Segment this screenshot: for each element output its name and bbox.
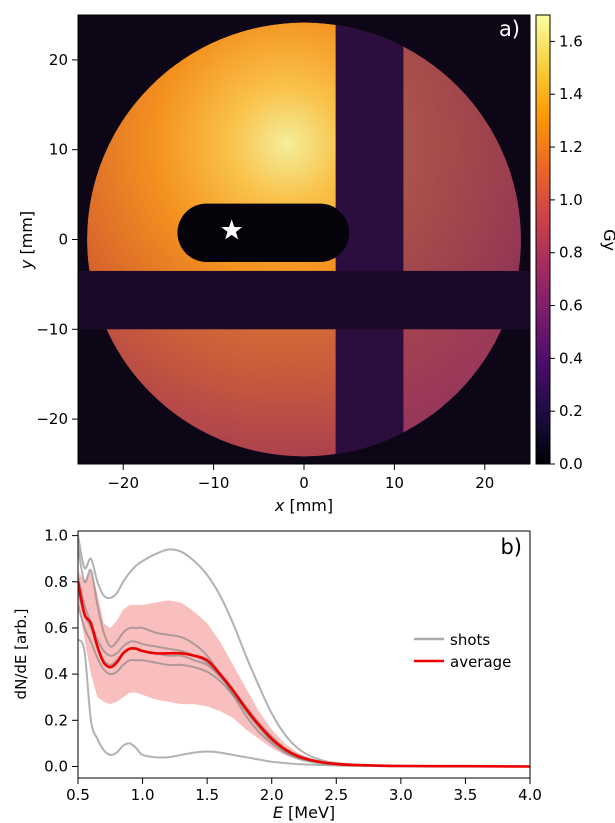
colorbar: 0.0 0.2 0.4 0.6 0.8 1.0 1.2 1.4 1.6 Gy xyxy=(535,14,615,473)
heatmap-y-axis-label: y [mm] xyxy=(17,211,36,270)
heatmap-x-tick-label: 10 xyxy=(385,474,404,492)
spectrum-y-ticks: 0.0 0.2 0.4 0.6 0.8 1.0 xyxy=(44,527,78,775)
spectrum-x-tick-label: 2.0 xyxy=(260,786,284,804)
spectrum-x-tick-label: 3.5 xyxy=(453,786,477,804)
heatmap-y-ticks: 20 10 0 −10 −20 xyxy=(36,51,78,428)
shot-line xyxy=(78,638,530,768)
heatmap-y-tick-label: 0 xyxy=(58,231,68,249)
legend: shots average xyxy=(414,631,511,671)
horizontal-shadow-bar xyxy=(78,270,530,330)
colorbar-tick-label: 0.8 xyxy=(559,244,583,262)
heatmap-x-ticks: −20 −10 0 10 20 xyxy=(107,464,494,492)
spectrum-x-tick-label: 0.5 xyxy=(66,786,90,804)
colorbar-tick-label: 1.0 xyxy=(559,191,583,209)
spectrum-y-tick-label: 0.0 xyxy=(44,757,68,775)
heatmap-x-tick-label: 20 xyxy=(475,474,494,492)
legend-shots-label: shots xyxy=(450,631,490,649)
heatmap-y-tick-label: −10 xyxy=(36,320,68,338)
spectrum-y-axis-label: dN/dE [arb.] xyxy=(12,609,30,700)
spectrum-y-tick-label: 0.2 xyxy=(44,711,68,729)
colorbar-label: Gy xyxy=(600,229,615,251)
heatmap-x-tick-label: 0 xyxy=(299,474,309,492)
energy-unit: [MeV] xyxy=(283,803,335,822)
dose-heatmap-panel: −20 −10 0 10 20 20 10 0 −10 −20 a) x [mm] y [mm] xyxy=(17,14,531,515)
spectrum-x-tick-label: 1.5 xyxy=(195,786,219,804)
spectrum-y-tick-label: 0.8 xyxy=(44,573,68,591)
legend-average-label: average xyxy=(450,653,511,671)
star-marker xyxy=(221,219,243,240)
spectrum-y-tick-label: 0.4 xyxy=(44,665,68,683)
y-axis-variable: y xyxy=(17,259,36,270)
x-axis-variable: x xyxy=(274,496,285,515)
colorbar-tick-label: 1.2 xyxy=(559,138,583,156)
spectrum-x-tick-label: 2.5 xyxy=(324,786,348,804)
colorbar-gradient-bar xyxy=(535,14,551,465)
heatmap-x-tick-label: −20 xyxy=(107,474,139,492)
slot-aperture xyxy=(177,203,350,262)
y-axis-unit: [mm] xyxy=(17,211,36,260)
heatmap-y-tick-label: 10 xyxy=(49,141,68,159)
heatmap-y-tick-label: 20 xyxy=(49,51,68,69)
colorbar-tick-label: 0.4 xyxy=(559,349,583,367)
spectrum-x-ticks: 0.5 1.0 1.5 2.0 2.5 3.0 3.5 4.0 xyxy=(66,778,542,804)
panel-b-label: b) xyxy=(500,535,522,559)
spectrum-x-tick-label: 1.0 xyxy=(131,786,155,804)
spectrum-frame xyxy=(77,530,531,779)
colorbar-ticks: 0.0 0.2 0.4 0.6 0.8 1.0 1.2 1.4 1.6 xyxy=(550,32,583,473)
spectrum-x-tick-label: 4.0 xyxy=(518,786,542,804)
spectrum-x-axis-label: E [MeV] xyxy=(273,803,335,822)
panel-a-label: a) xyxy=(499,17,520,41)
colorbar-tick-label: 1.6 xyxy=(559,32,583,50)
spectrum-y-tick-label: 0.6 xyxy=(44,619,68,637)
colorbar-tick-label: 0.6 xyxy=(559,297,583,315)
spectrum-x-tick-label: 3.0 xyxy=(389,786,413,804)
spectrum-y-tick-label: 1.0 xyxy=(44,527,68,545)
spectrum-line-panel: 0.5 1.0 1.5 2.0 2.5 3.0 3.5 4.0 0.0 0.2 0.4 0.6 0.8… xyxy=(12,527,542,822)
colorbar-tick-label: 0.2 xyxy=(559,402,583,420)
average-uncertainty-band xyxy=(78,570,530,767)
x-axis-unit: [mm] xyxy=(284,496,333,515)
colorbar-tick-label: 0.0 xyxy=(559,455,583,473)
heatmap-x-axis-label: x [mm] xyxy=(274,496,333,515)
average-line xyxy=(78,581,530,768)
heatmap-x-tick-label: −10 xyxy=(198,474,230,492)
heatmap-y-tick-label: −20 xyxy=(36,410,68,428)
colorbar-tick-label: 1.4 xyxy=(559,85,583,103)
energy-variable: E xyxy=(273,803,284,822)
